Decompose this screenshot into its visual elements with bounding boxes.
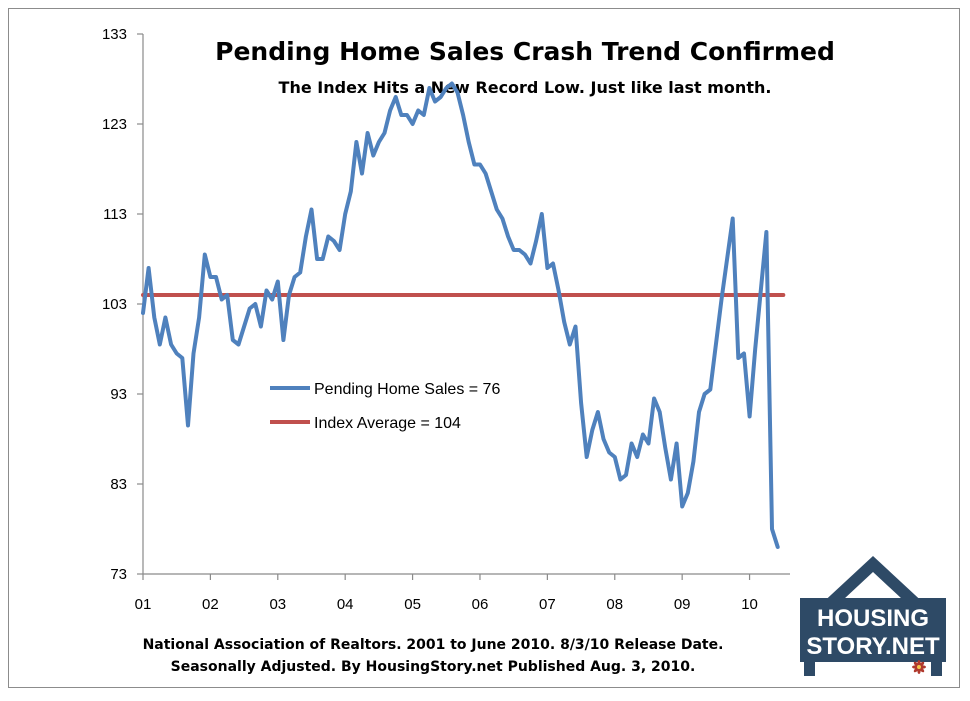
chart-frame [8, 8, 960, 688]
y-tick-label: 113 [103, 206, 127, 223]
y-tick-label: 73 [110, 566, 127, 583]
logo-text-housing: HOUSING [817, 605, 929, 632]
chart-title: Pending Home Sales Crash Trend Confirmed [215, 37, 835, 66]
flower-center [917, 665, 921, 669]
flower-icon [912, 660, 926, 674]
x-tick-label: 02 [202, 596, 219, 613]
chart-subtitle: The Index Hits a New Record Low. Just li… [279, 78, 772, 97]
x-tick-label: 06 [472, 596, 489, 613]
footnote-line-2: Seasonally Adjusted. By HousingStory.net… [171, 659, 696, 675]
logo-band [800, 598, 946, 662]
y-tick-label: 103 [102, 296, 127, 313]
flower-petal [919, 661, 925, 667]
x-tick-label: 09 [674, 596, 691, 613]
x-tick-label: 01 [135, 596, 152, 613]
x-tick-label: 10 [741, 596, 758, 613]
x-tick-label: 07 [539, 596, 556, 613]
housingstory-logo: HOUSING STORY.NET [800, 556, 946, 676]
series-pending-home-sales-line [141, 81, 780, 549]
y-tick-label: 83 [110, 476, 127, 493]
y-tick-label: 93 [110, 386, 127, 403]
y-ticks: 73 83 93 103 113 123 133 [102, 26, 143, 583]
y-tick-label: 123 [102, 116, 127, 133]
x-tick-label: 04 [337, 596, 354, 613]
logo-text-story-net: STORY.NET [806, 633, 940, 660]
x-tick-label: 03 [269, 596, 286, 613]
x-tick-label: 08 [606, 596, 623, 613]
x-ticks: 01 02 03 04 05 06 07 08 09 10 [135, 574, 758, 613]
flower-petal [919, 667, 925, 673]
legend: Pending Home Sales = 76 Index Average = … [270, 381, 500, 432]
series-lines [141, 81, 786, 549]
flower-petal [913, 667, 919, 673]
x-tick-label: 05 [404, 596, 421, 613]
legend-label-index-average: Index Average = 104 [314, 415, 461, 432]
y-tick-label: 133 [102, 26, 127, 43]
footnote-line-1: National Association of Realtors. 2001 t… [143, 637, 724, 653]
flower-petal [913, 661, 919, 667]
legend-label-pending-home-sales: Pending Home Sales = 76 [314, 381, 500, 398]
